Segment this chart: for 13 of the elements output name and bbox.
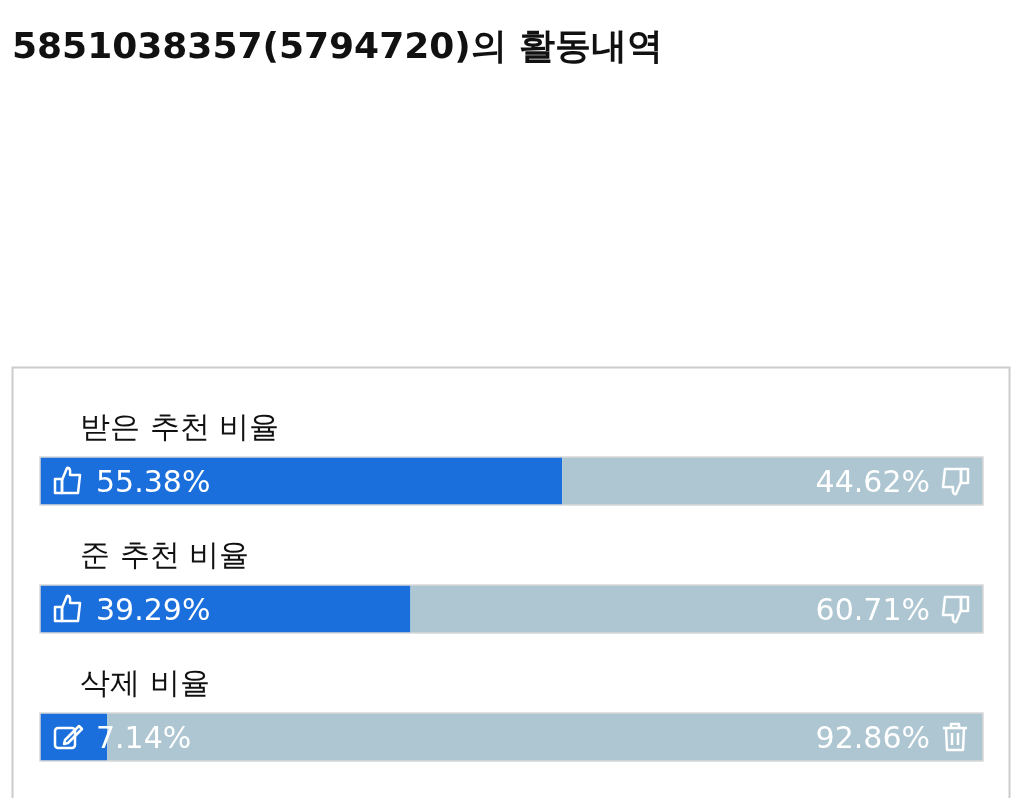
bar [410,585,983,633]
data-label: 92.86% [815,720,930,755]
data-label: 39.29% [96,592,211,627]
chart-title: 5851038357(5794720)의 활동내역 [12,25,664,66]
data-label: 55.38% [96,464,211,499]
bar [562,457,983,505]
data-label: 44.62% [815,464,930,499]
bar [40,585,411,633]
y-tick-label: 준 추천 비율 [80,537,250,572]
bar [40,457,563,505]
data-label: 60.71% [815,592,930,627]
y-tick-label: 받은 추천 비율 [80,409,280,444]
y-tick-label: 삭제 비율 [80,665,210,700]
